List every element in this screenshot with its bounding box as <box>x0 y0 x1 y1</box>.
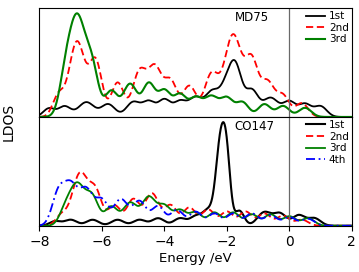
Legend: 1st, 2nd, 3rd: 1st, 2nd, 3rd <box>306 11 349 44</box>
Text: MD75: MD75 <box>235 11 269 24</box>
Text: LDOS: LDOS <box>2 103 16 141</box>
Text: CO147: CO147 <box>235 120 275 133</box>
Legend: 1st, 2nd, 3rd, 4th: 1st, 2nd, 3rd, 4th <box>306 120 349 165</box>
X-axis label: Energy /eV: Energy /eV <box>159 252 232 265</box>
